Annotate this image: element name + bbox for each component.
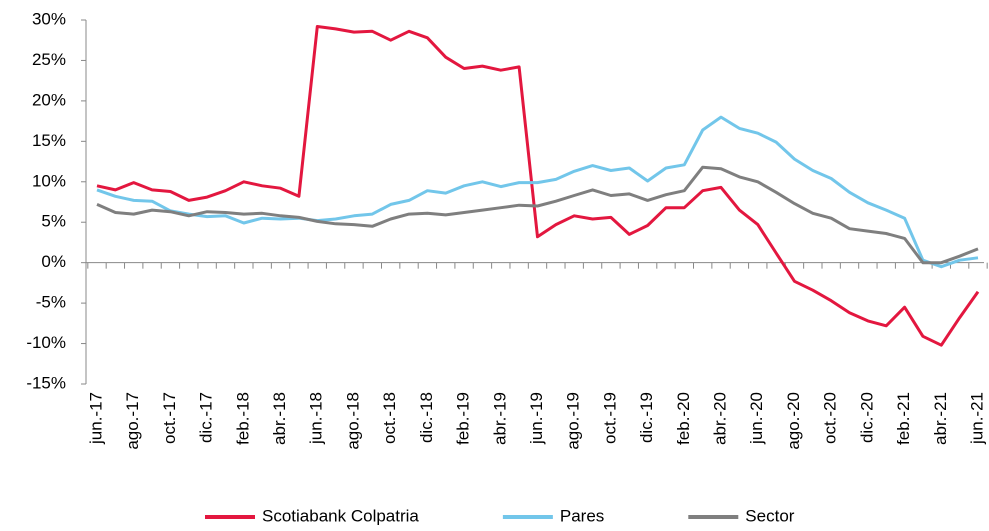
x-tick-label: feb.-21 xyxy=(894,392,913,445)
x-tick-label: abr.-20 xyxy=(711,392,730,445)
y-tick-label: 25% xyxy=(32,50,66,69)
legend-label: Pares xyxy=(560,506,604,525)
x-tick-label: ago.-20 xyxy=(784,392,803,450)
x-tick-label: dic.-17 xyxy=(197,392,216,443)
x-tick-label: ago.-19 xyxy=(564,392,583,450)
x-tick-label: abr.-18 xyxy=(270,392,289,445)
y-tick-label: -10% xyxy=(26,333,66,352)
y-tick-label: 0% xyxy=(41,252,66,271)
legend-label: Scotiabank Colpatria xyxy=(262,506,419,525)
x-tick-label: oct.-19 xyxy=(600,392,619,444)
x-tick-label: abr.-19 xyxy=(490,392,509,445)
x-tick-label: oct.-17 xyxy=(160,392,179,444)
y-tick-label: 30% xyxy=(32,9,66,28)
x-tick-label: feb.-18 xyxy=(233,392,252,445)
x-tick-label: jun.-20 xyxy=(747,392,766,445)
y-tick-label: -15% xyxy=(26,373,66,392)
x-tick-label: ago.-17 xyxy=(123,392,142,450)
x-tick-label: oct.-18 xyxy=(380,392,399,444)
line-series xyxy=(96,25,980,347)
x-tick-label: jun.-21 xyxy=(967,392,986,445)
x-tick-label: feb.-20 xyxy=(674,392,693,445)
x-tick-label: dic.-20 xyxy=(857,392,876,443)
legend-label: Sector xyxy=(745,506,794,525)
y-tick-label: 20% xyxy=(32,90,66,109)
x-tick-label: feb.-19 xyxy=(454,392,473,445)
x-tick-label: abr.-21 xyxy=(931,392,950,445)
x-tick-label: ago.-18 xyxy=(343,392,362,450)
x-tick-label: oct.-20 xyxy=(821,392,840,444)
x-tick-label: jun.-18 xyxy=(307,392,326,445)
y-tick-label: 5% xyxy=(41,212,66,231)
x-tick-label: jun.-19 xyxy=(527,392,546,445)
x-tick-label: dic.-19 xyxy=(637,392,656,443)
line-series xyxy=(96,115,979,269)
x-tick-label: dic.-18 xyxy=(417,392,436,443)
y-tick-label: 10% xyxy=(32,171,66,190)
y-tick-label: -5% xyxy=(36,293,66,312)
line-series xyxy=(96,165,979,265)
y-tick-label: 15% xyxy=(32,131,66,150)
x-tick-label: jun.-17 xyxy=(86,392,105,445)
